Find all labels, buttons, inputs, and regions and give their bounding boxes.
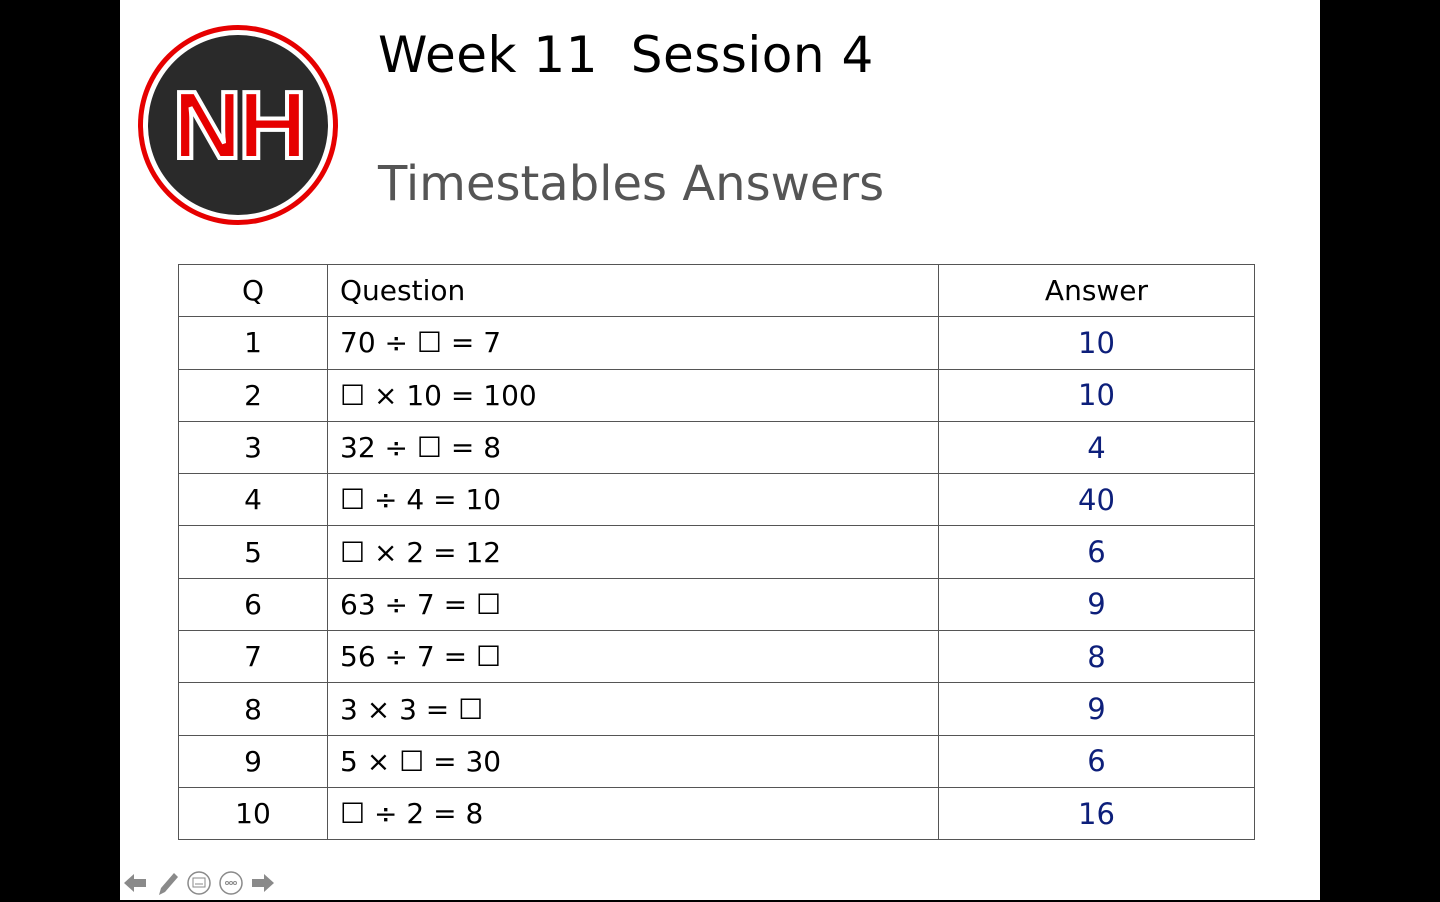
q-number: 3 <box>178 420 328 475</box>
answer-value: 6 <box>938 734 1255 788</box>
q-number: 8 <box>178 682 328 736</box>
answer-value: 9 <box>938 577 1255 632</box>
slide-subtitle: Timestables Answers <box>378 156 885 212</box>
answer-value: 8 <box>938 630 1255 684</box>
answer-value: 4 <box>938 420 1255 475</box>
question-text: 32 ÷ ☐ = 8 <box>327 420 939 475</box>
nh-logo: NH <box>138 25 338 225</box>
q-number: 4 <box>178 473 328 527</box>
question-text: ☐ ÷ 2 = 8 <box>327 786 939 841</box>
answer-value: 10 <box>938 368 1255 422</box>
question-text: 5 × ☐ = 30 <box>327 734 939 788</box>
q-number: 5 <box>178 525 328 579</box>
table-row: 1 70 ÷ ☐ = 7 10 <box>178 316 1255 370</box>
pen-icon[interactable] <box>154 868 180 898</box>
question-text: ☐ ÷ 4 = 10 <box>327 473 939 527</box>
answer-value: 40 <box>938 473 1255 527</box>
slide: NH Week 11 Session 4 Timestables Answers… <box>120 0 1320 900</box>
answer-value: 6 <box>938 525 1255 579</box>
question-text: ☐ × 2 = 12 <box>327 525 939 579</box>
table-row: 7 56 ÷ 7 = ☐ 8 <box>178 630 1255 684</box>
subtitles-icon[interactable] <box>186 868 212 898</box>
slideshow-controls <box>122 868 276 898</box>
table-row: 4 ☐ ÷ 4 = 10 40 <box>178 473 1255 527</box>
question-text: 70 ÷ ☐ = 7 <box>327 316 939 370</box>
slide-title: Week 11 Session 4 <box>378 26 874 84</box>
table-header-row: Q Question Answer <box>178 263 1255 318</box>
table-row: 10 ☐ ÷ 2 = 8 16 <box>178 786 1255 841</box>
answers-table: Q Question Answer 1 70 ÷ ☐ = 7 10 2 ☐ × 10 =… <box>178 263 1255 841</box>
header-q: Q <box>178 263 328 318</box>
previous-arrow-icon[interactable] <box>122 868 148 898</box>
next-arrow-icon[interactable] <box>250 868 276 898</box>
more-options-icon[interactable] <box>218 868 244 898</box>
table-row: 6 63 ÷ 7 = ☐ 9 <box>178 577 1255 632</box>
question-text: 3 × 3 = ☐ <box>327 682 939 736</box>
svg-text:NH: NH <box>173 72 304 179</box>
table-row: 5 ☐ × 2 = 12 6 <box>178 525 1255 579</box>
question-text: 63 ÷ 7 = ☐ <box>327 577 939 632</box>
q-number: 1 <box>178 316 328 370</box>
q-number: 10 <box>178 786 328 841</box>
table-row: 2 ☐ × 10 = 100 10 <box>178 368 1255 422</box>
answer-value: 10 <box>938 316 1255 370</box>
q-number: 6 <box>178 577 328 632</box>
header-question: Question <box>327 263 939 318</box>
answer-value: 9 <box>938 682 1255 736</box>
question-text: 56 ÷ 7 = ☐ <box>327 630 939 684</box>
q-number: 9 <box>178 734 328 788</box>
q-number: 2 <box>178 368 328 422</box>
question-text: ☐ × 10 = 100 <box>327 368 939 422</box>
header-answer: Answer <box>938 263 1255 318</box>
q-number: 7 <box>178 630 328 684</box>
answer-value: 16 <box>938 786 1255 841</box>
